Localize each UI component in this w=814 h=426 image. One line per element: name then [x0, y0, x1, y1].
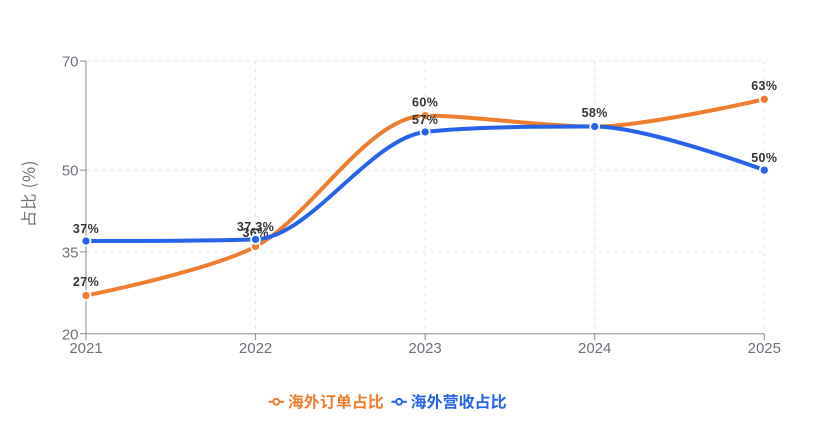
svg-text:60%: 60% [412, 95, 438, 109]
svg-text:2022: 2022 [239, 340, 272, 357]
svg-text:50: 50 [62, 163, 79, 180]
svg-text:2021: 2021 [69, 340, 102, 357]
svg-text:2023: 2023 [408, 340, 441, 357]
svg-text:37%: 37% [73, 222, 99, 236]
svg-text:27%: 27% [73, 275, 99, 289]
svg-text:63%: 63% [751, 79, 777, 93]
svg-text:2025: 2025 [748, 340, 781, 357]
svg-text:37.3%: 37.3% [237, 220, 274, 234]
svg-text:58%: 58% [582, 106, 608, 120]
svg-text:20: 20 [62, 326, 79, 343]
svg-text:36%: 36% [242, 226, 268, 240]
svg-text:70: 70 [62, 54, 79, 71]
svg-text:35: 35 [62, 245, 79, 262]
svg-text:2024: 2024 [578, 340, 611, 357]
svg-text:57%: 57% [412, 113, 438, 127]
svg-text:50%: 50% [751, 151, 777, 165]
